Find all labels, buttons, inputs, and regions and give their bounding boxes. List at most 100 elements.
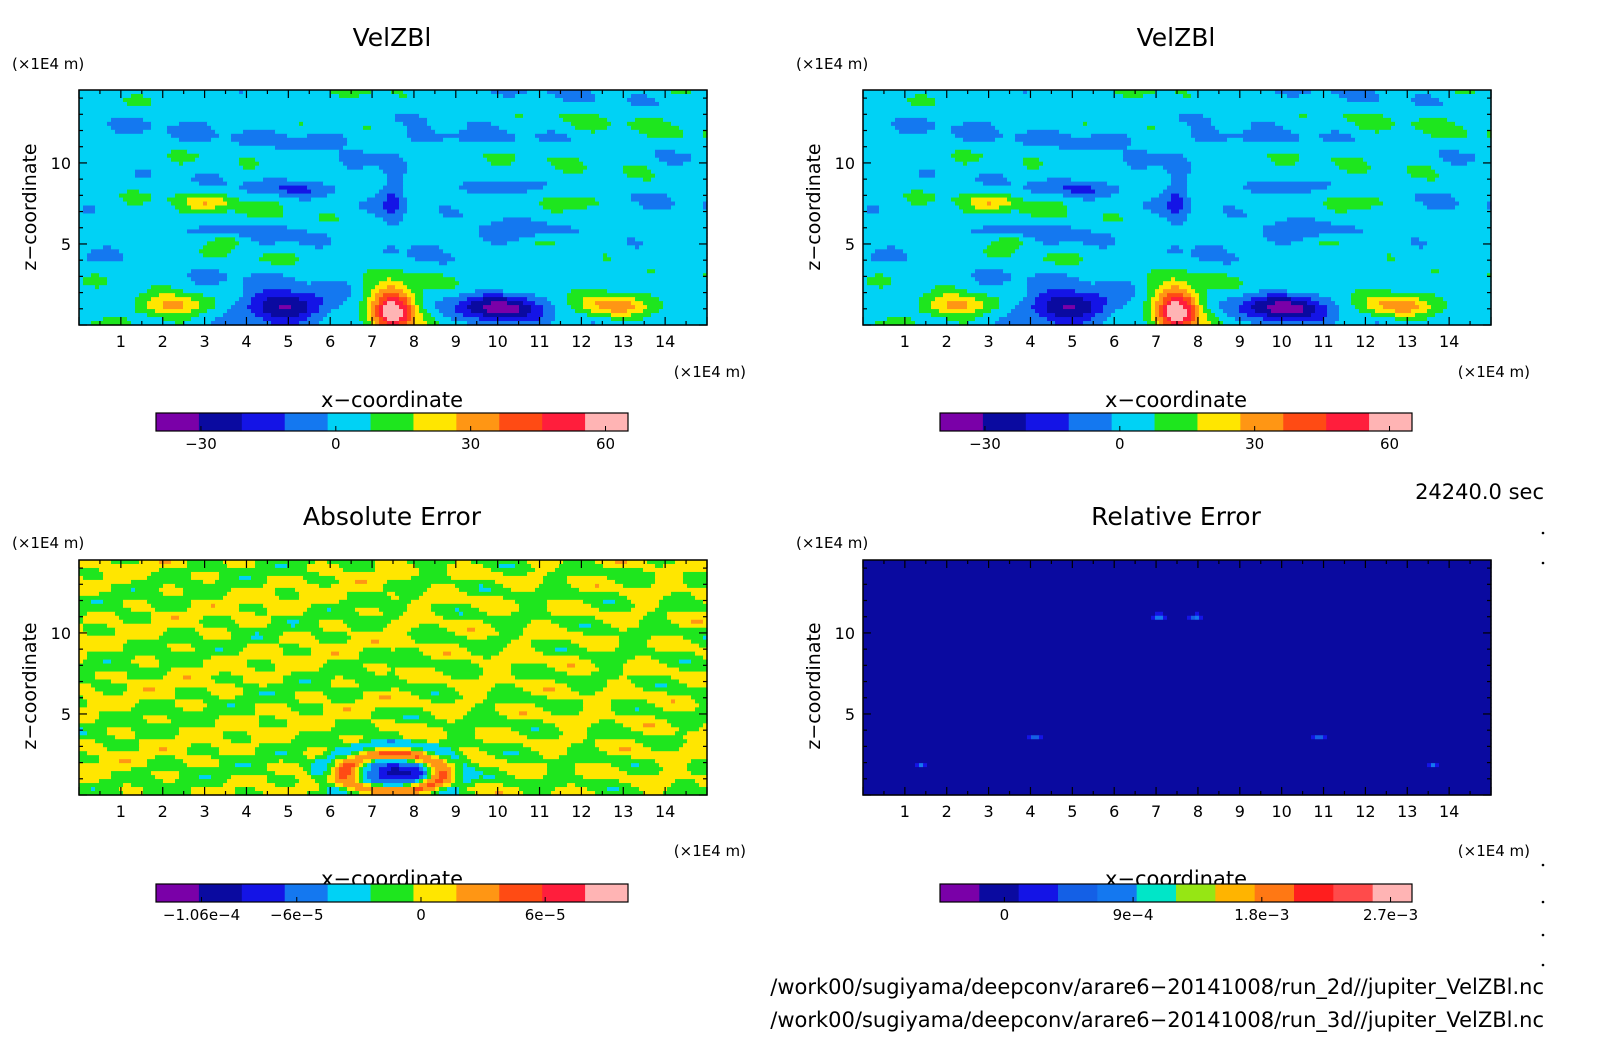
- heatmap-cell: [299, 643, 460, 649]
- heatmap-cell: [1239, 285, 1492, 290]
- heatmap-cell: [983, 153, 1124, 159]
- colorbar: 0 9e−4 1.8e−3 2.7e−3: [939, 883, 1418, 924]
- heatmap-cell: [279, 643, 300, 649]
- heatmap-cell: [259, 723, 288, 728]
- heatmap-cell: [875, 321, 916, 326]
- heatmap-cell: [1339, 309, 1360, 314]
- heatmap-cell: [523, 301, 536, 306]
- heatmap-cell: [519, 711, 528, 716]
- heatmap-cell: [507, 715, 656, 720]
- heatmap-cell: [355, 787, 416, 792]
- heatmap-cell: [1011, 253, 1048, 258]
- x-tick-label: 8: [1193, 332, 1203, 351]
- heatmap-cell: [231, 671, 292, 677]
- heatmap-cell: [1027, 129, 1060, 135]
- heatmap-cell: [323, 627, 352, 633]
- heatmap-cell: [327, 193, 376, 199]
- heatmap-cell: [395, 193, 404, 199]
- heatmap-cell: [575, 663, 596, 669]
- heatmap-cell: [927, 117, 1180, 123]
- heatmap-cell: [1347, 169, 1368, 175]
- heatmap-cell: [287, 133, 308, 139]
- heatmap-cell: [635, 117, 664, 123]
- heatmap-cell: [447, 775, 452, 780]
- heatmap-cell: [363, 125, 372, 131]
- heatmap-cell: [647, 269, 656, 274]
- heatmap-cell: [1187, 269, 1432, 274]
- heatmap-cell: [343, 707, 352, 712]
- heatmap-cell: [239, 185, 280, 191]
- heatmap-cell: [1359, 309, 1376, 314]
- heatmap-cell: [359, 651, 424, 657]
- heatmap-cell: [911, 201, 928, 207]
- heatmap-cell: [351, 707, 376, 712]
- heatmap-cell: [683, 579, 708, 585]
- heatmap-cell: [299, 679, 312, 685]
- heatmap-cell: [599, 607, 632, 613]
- heatmap-cell: [531, 309, 544, 314]
- heatmap-cell: [371, 125, 408, 131]
- heatmap-cell: [1155, 313, 1160, 318]
- heatmap-cell: [407, 169, 564, 175]
- heatmap-cell: [1327, 205, 1372, 211]
- heatmap-cell: [423, 707, 472, 712]
- heatmap-cell: [323, 711, 372, 716]
- heatmap-cell: [1379, 321, 1492, 326]
- heatmap-cell: [611, 121, 628, 127]
- heatmap-cell: [1407, 169, 1436, 175]
- heatmap-cell: [515, 113, 524, 119]
- heatmap-cell: [267, 775, 296, 780]
- heatmap-cell: [395, 667, 436, 673]
- heatmap-cell: [395, 301, 404, 306]
- heatmap-cell: [83, 575, 104, 581]
- heatmap-cell: [423, 767, 428, 772]
- heatmap-cell: [1199, 321, 1212, 326]
- heatmap-cell: [399, 93, 408, 99]
- heatmap-cell: [863, 269, 976, 274]
- heatmap-cell: [1331, 157, 1364, 163]
- heatmap-cell: [87, 699, 140, 704]
- heatmap-cell: [319, 309, 332, 314]
- dot-marker: [1541, 900, 1545, 904]
- heatmap-cell: [1299, 93, 1340, 99]
- heatmap-cell: [1207, 289, 1260, 294]
- heatmap-cell: [679, 679, 708, 685]
- heatmap-cell: [499, 651, 544, 657]
- heatmap-cell: [863, 273, 876, 278]
- heatmap-cell: [1151, 269, 1188, 274]
- heatmap-cell: [379, 775, 420, 780]
- heatmap-cell: [611, 317, 644, 322]
- heatmap-cell: [303, 121, 404, 127]
- heatmap-cell: [167, 747, 188, 752]
- heatmap-cell: [291, 623, 296, 629]
- heatmap-cell: [83, 281, 108, 286]
- heatmap-cell: [511, 663, 548, 669]
- heatmap-cell: [231, 133, 288, 139]
- heatmap-cell: [1411, 121, 1456, 127]
- heatmap-cell: [1415, 313, 1436, 318]
- heatmap-cell: [399, 197, 408, 203]
- heatmap-cell: [363, 695, 380, 700]
- heatmap-cell: [231, 635, 252, 641]
- heatmap-cell: [191, 787, 236, 792]
- heatmap-cell: [423, 775, 428, 780]
- heatmap-cell: [459, 691, 488, 697]
- heatmap-cell: [935, 173, 980, 179]
- heatmap-cell: [519, 607, 548, 613]
- heatmap-cell: [575, 783, 632, 788]
- heatmap-cell: [79, 309, 136, 314]
- heatmap-cell: [399, 153, 484, 159]
- heatmap-cell: [191, 571, 220, 577]
- heatmap-cell: [1207, 293, 1244, 298]
- heatmap-cell: [1175, 90, 1188, 95]
- heatmap-cell: [307, 579, 340, 585]
- heatmap-cell: [1487, 205, 1492, 211]
- heatmap-cell: [671, 121, 708, 127]
- heatmap-cell: [271, 261, 296, 266]
- heatmap-cell: [79, 297, 136, 302]
- x-tick-label: 4: [1025, 332, 1035, 351]
- heatmap-cell: [627, 237, 636, 242]
- heatmap-cell: [539, 317, 556, 322]
- heatmap-cell: [595, 321, 708, 326]
- heatmap-cell: [1183, 221, 1276, 227]
